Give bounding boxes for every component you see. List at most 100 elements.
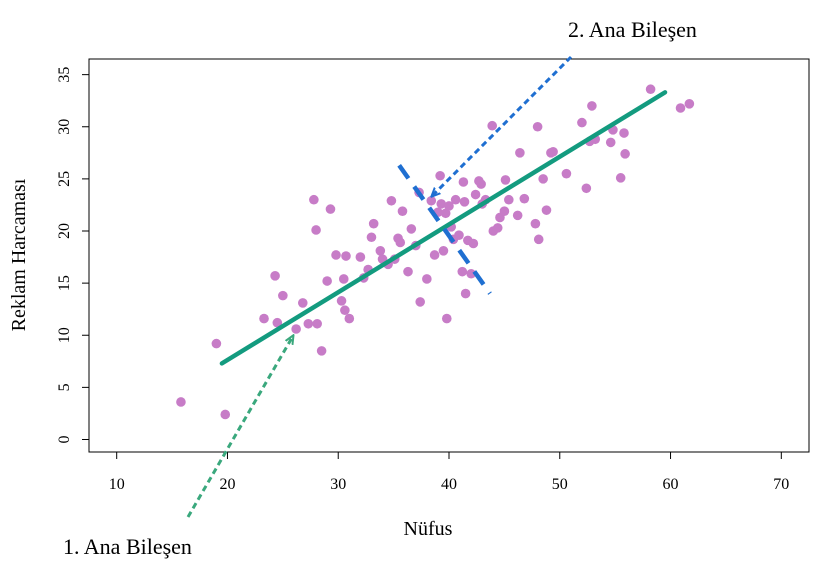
data-point (429, 250, 440, 260)
data-point (270, 271, 280, 281)
data-point (415, 297, 426, 307)
x-tick-label: 10 (109, 476, 125, 493)
data-point (291, 324, 301, 334)
data-point (338, 274, 349, 284)
data-point (533, 234, 544, 245)
y-axis-title: Reklam Harcaması (8, 178, 30, 331)
data-point (504, 194, 514, 205)
y-tick-label: 10 (56, 327, 73, 343)
data-point (675, 103, 686, 113)
data-point (220, 409, 231, 420)
data-point (176, 397, 186, 407)
data-point (336, 296, 347, 306)
data-point (530, 218, 541, 229)
x-tick-label: 40 (441, 476, 457, 493)
y-axis: 0 5 10 15 20 25 30 35 (56, 67, 90, 443)
data-point (532, 121, 543, 132)
data-point (619, 128, 629, 138)
data-point (577, 117, 587, 128)
data-point (499, 206, 510, 216)
data-point (368, 218, 379, 229)
data-point (344, 313, 355, 324)
data-point (297, 298, 308, 308)
data-point (561, 168, 572, 179)
y-tick-label: 20 (56, 223, 73, 239)
pc1-line (219, 90, 668, 366)
data-point (325, 204, 336, 214)
x-tick-label: 70 (773, 476, 789, 493)
data-point (435, 170, 445, 181)
data-point (460, 288, 471, 299)
data-point (450, 194, 461, 205)
data-point (548, 146, 558, 157)
data-point (541, 205, 552, 215)
data-point (645, 84, 656, 95)
pc1-arrow (186, 336, 293, 518)
data-point (492, 223, 503, 233)
y-tick-label: 0 (56, 435, 73, 443)
pc2-arrow (432, 55, 573, 196)
data-point (512, 210, 523, 221)
pc2-label: 2. Ana Bileşen (568, 17, 697, 42)
data-point (375, 246, 386, 256)
data-point (538, 174, 548, 184)
data-point (515, 148, 525, 158)
data-point (311, 225, 321, 235)
y-tick-label: 5 (56, 383, 73, 391)
data-point (438, 246, 449, 256)
data-point (259, 313, 269, 324)
data-point (397, 206, 408, 216)
data-point (422, 274, 432, 284)
data-point (331, 250, 341, 260)
data-points (176, 84, 695, 420)
y-tick-label: 15 (56, 275, 73, 291)
data-point (340, 305, 350, 316)
data-point (468, 238, 479, 249)
data-point (587, 101, 597, 111)
data-point (211, 338, 222, 349)
data-point (458, 177, 469, 187)
data-point (476, 179, 486, 189)
data-point (470, 189, 481, 200)
data-point (322, 276, 332, 286)
x-tick-label: 60 (663, 476, 679, 493)
data-point (403, 266, 413, 277)
data-point (605, 137, 616, 148)
data-point (386, 195, 397, 206)
pc2-line (397, 164, 492, 295)
data-point (487, 120, 498, 131)
x-axis: 10 20 30 40 50 60 70 (109, 451, 789, 493)
data-point (441, 313, 452, 324)
data-point (684, 99, 695, 109)
data-point (457, 266, 468, 277)
x-axis-title: Nüfus (404, 518, 453, 540)
pc1-label: 1. Ana Bileşen (63, 534, 192, 559)
y-tick-label: 30 (56, 119, 73, 135)
data-point (581, 183, 592, 194)
data-point (355, 252, 366, 262)
data-point (366, 232, 377, 243)
data-point (436, 199, 447, 209)
plot-frame (88, 58, 810, 453)
data-point (303, 318, 314, 329)
data-point (309, 194, 319, 205)
y-tick-label: 35 (56, 67, 73, 83)
data-point (519, 193, 530, 204)
data-point (406, 224, 417, 234)
data-point (620, 149, 630, 159)
component-lines (219, 90, 668, 366)
data-point (312, 318, 322, 329)
data-point (395, 237, 406, 248)
data-point (459, 197, 470, 207)
y-tick-label: 25 (56, 171, 73, 187)
x-tick-label: 50 (552, 476, 568, 493)
data-point (444, 201, 454, 211)
data-point (426, 195, 437, 206)
data-point (272, 317, 283, 328)
data-point (454, 230, 464, 240)
data-point (466, 268, 476, 279)
data-point (500, 175, 511, 185)
data-point (341, 251, 351, 261)
data-point (278, 290, 288, 301)
